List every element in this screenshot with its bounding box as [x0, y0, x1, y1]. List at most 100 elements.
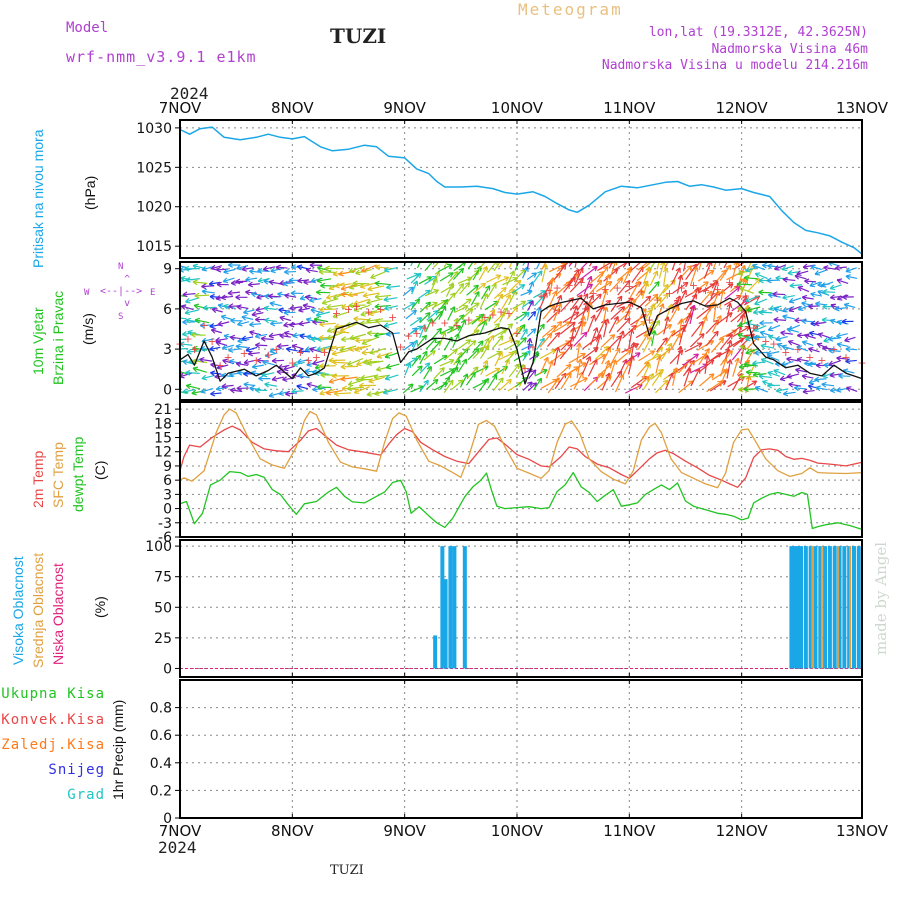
wind-arrow — [738, 319, 753, 327]
wind-arrow — [730, 308, 747, 323]
wind-arrow-head — [319, 324, 325, 328]
wind-arrow — [794, 275, 807, 280]
wind-arrow — [568, 305, 578, 324]
wind-arrow-head — [537, 270, 543, 274]
wind-arrow — [515, 364, 525, 378]
wind-arrow-head — [635, 343, 640, 349]
wind-arrow — [487, 374, 498, 389]
wind-gust-marker: + — [601, 283, 610, 296]
wind-arrow-head — [254, 387, 260, 391]
wind-arrow-head — [529, 344, 533, 349]
wind-arrow — [386, 285, 401, 289]
wind-arrow-head — [268, 332, 274, 337]
wind-arrow-head — [228, 305, 234, 310]
wind-arrow-head — [845, 275, 851, 280]
wind-arrow — [753, 336, 767, 339]
wind-arrow — [786, 328, 800, 333]
wind-arrow-head — [814, 379, 820, 383]
wind-arrow-head — [758, 289, 764, 293]
wind-arrow — [836, 279, 849, 284]
wind-arrow — [236, 264, 249, 270]
wind-arrow — [810, 293, 823, 297]
wind-arrow-head — [283, 324, 289, 328]
wind-arrow — [650, 320, 661, 334]
wind-arrow-head — [223, 303, 229, 307]
wind-arrow-head — [742, 279, 748, 284]
wind-arrow-head — [319, 321, 325, 326]
wind-arrow-head — [366, 332, 372, 337]
wind-arrow — [638, 350, 655, 362]
wind-arrow — [479, 293, 488, 309]
wind-arrow-head — [304, 346, 310, 351]
wind-arrow-head — [699, 333, 705, 336]
wind-arrow-head — [257, 277, 263, 282]
wind-arrow — [682, 314, 692, 333]
wind-arrow-head — [241, 316, 247, 321]
wind-arrow — [845, 267, 857, 273]
wind-arrow — [258, 277, 270, 282]
wind-arrow-head — [543, 369, 548, 375]
wind-arrow-head — [615, 347, 620, 352]
wind-arrow — [704, 292, 719, 307]
wind-arrow — [318, 271, 336, 273]
wind-arrow — [845, 348, 858, 351]
wind-arrow-head — [739, 287, 744, 293]
wind-arrow — [477, 262, 486, 271]
wind-arrow-head — [360, 314, 366, 317]
wind-arrow-head — [821, 383, 827, 388]
wind-arrow — [542, 304, 556, 320]
wind-arrow — [505, 340, 521, 350]
wind-arrow-head — [738, 366, 745, 370]
wind-arrow-head — [482, 360, 488, 365]
wind-arrow — [698, 348, 710, 365]
wind-arrow-head — [516, 340, 521, 346]
wind-arrow-head — [718, 337, 724, 341]
wind-arrow — [798, 304, 810, 311]
wind-arrow-head — [289, 307, 295, 311]
wind-arrow-head — [483, 253, 484, 258]
wind-arrow — [767, 355, 780, 362]
wind-arrow-head — [822, 376, 828, 379]
wind-arrow-head — [230, 320, 236, 324]
wind-arrow-head — [617, 251, 618, 256]
wind-gust-marker: + — [829, 343, 838, 356]
wind-arrow — [505, 349, 518, 363]
wind-arrow-head — [455, 359, 461, 364]
wind-arrow-head — [844, 340, 850, 343]
wind-arrow-head — [581, 331, 588, 335]
wind-arrow — [493, 262, 501, 272]
wind-arrow-head — [221, 383, 227, 388]
wind-arrow — [269, 281, 282, 285]
wind-arrow-head — [553, 304, 556, 311]
wind-arrow-head — [656, 296, 662, 300]
wind-arrow — [366, 298, 383, 304]
wind-arrow-head — [167, 361, 171, 364]
wind-arrow-head — [704, 252, 705, 257]
wind-arrow-head — [602, 306, 607, 312]
wind-arrow-head — [276, 343, 282, 347]
wind-arrow-head — [354, 346, 360, 351]
wind-arrow-head — [309, 348, 314, 353]
wind-arrow-head — [552, 277, 556, 283]
wind-arrow-head — [264, 381, 270, 385]
wind-arrow-head — [501, 377, 504, 383]
wind-arrow-head — [290, 264, 296, 268]
wind-arrow-head — [187, 329, 193, 333]
wind-arrow-head — [675, 295, 681, 300]
wind-arrow-head — [185, 297, 190, 303]
wind-arrow-head — [326, 392, 332, 396]
y-tick-label: 9 — [163, 459, 172, 475]
wind-arrow-head — [572, 336, 575, 342]
wind-arrow — [272, 359, 285, 362]
wind-arrow — [512, 300, 526, 310]
wind-arrow — [690, 266, 698, 286]
wind-arrow-head — [497, 323, 500, 329]
wind-gust-marker: + — [504, 307, 513, 320]
wind-arrow-head — [786, 376, 792, 379]
wind-arrow-head — [540, 378, 543, 384]
wind-arrow-head — [706, 290, 713, 294]
wind-arrow-head — [263, 268, 269, 272]
wind-arrow-head — [726, 302, 731, 308]
wind-arrow-head — [523, 266, 529, 271]
wind-arrow — [515, 324, 526, 337]
